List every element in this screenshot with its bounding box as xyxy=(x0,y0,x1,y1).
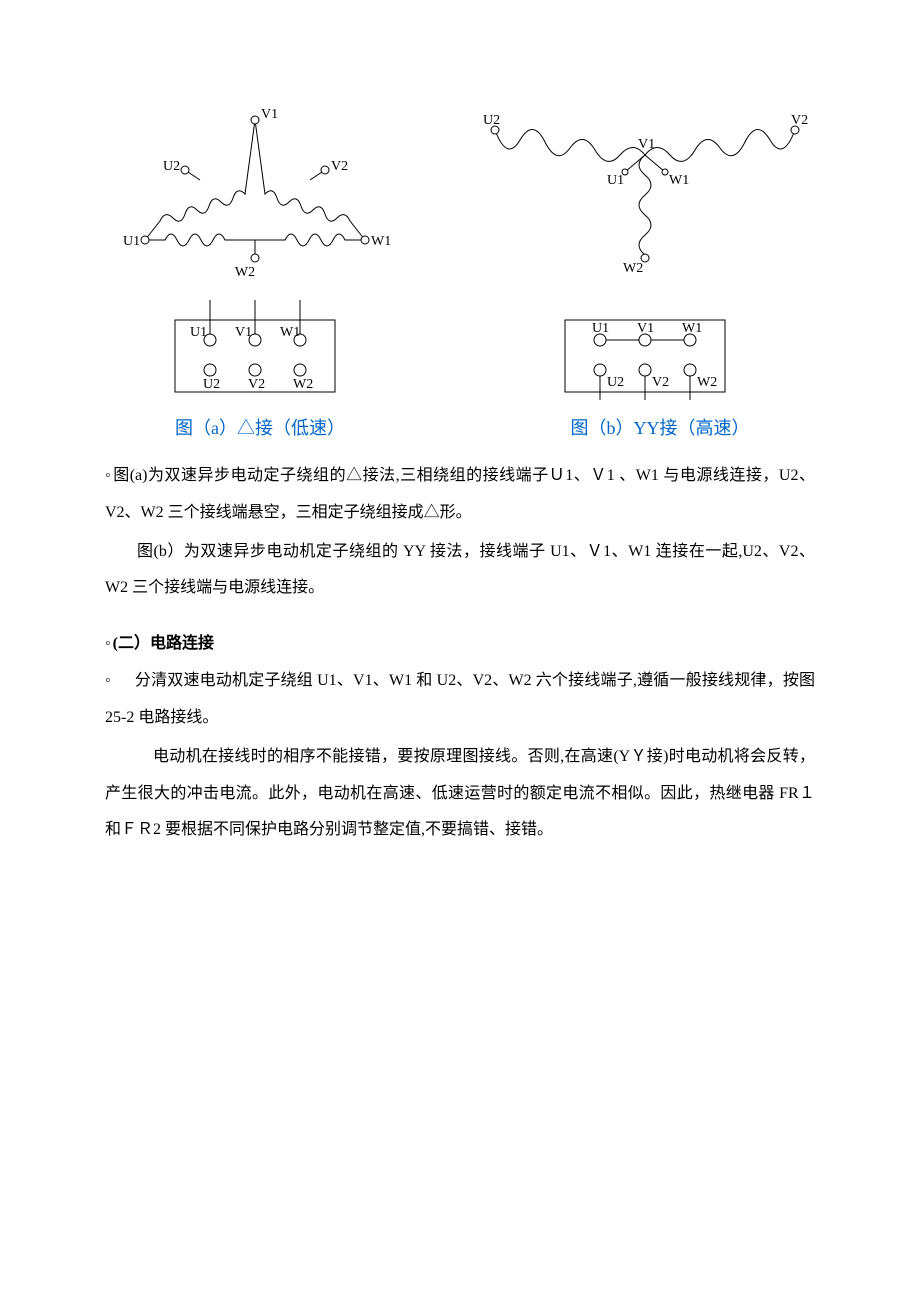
caption-a: 图（a）△接（低速） xyxy=(105,414,415,440)
paragraph-3: 分清双速电动机定子绕组 U1、V1、W1 和 U2、V2、W2 六个接线端子,遵… xyxy=(105,663,815,737)
svg-text:V1: V1 xyxy=(637,321,654,336)
section-heading: (二）电路连接 xyxy=(105,629,815,653)
label-u1: U1 xyxy=(123,234,140,249)
svg-text:W1: W1 xyxy=(280,325,300,340)
diagram-a-terminal-box: U1 V1 W1 U2 V2 W2 xyxy=(155,300,355,400)
svg-text:U2: U2 xyxy=(203,377,220,392)
label-u1-b: U1 xyxy=(607,173,624,188)
caption-b: 图（b）YY接（高速） xyxy=(415,414,815,440)
caption-row: 图（a）△接（低速） 图（b）YY接（高速） xyxy=(105,414,815,440)
svg-text:V2: V2 xyxy=(652,375,669,390)
label-w1-b: W1 xyxy=(669,173,689,188)
diagram-row: V1 U2 V2 U1 W1 W2 U1 V1 W1 xyxy=(105,100,815,400)
diagram-a: V1 U2 V2 U1 W1 W2 U1 V1 W1 xyxy=(105,100,405,400)
paragraph-1: 图(a)为双速异步电动定子绕组的△接法,三相绕组的接线端子Ｕ1、Ｖ1 、W1 与… xyxy=(105,458,815,532)
diagram-b-terminal-box: U1 V1 W1 U2 V2 W2 xyxy=(545,300,745,400)
label-v1-b: V1 xyxy=(638,137,655,152)
svg-text:U1: U1 xyxy=(190,325,207,340)
svg-text:V2: V2 xyxy=(248,377,265,392)
label-w1: W1 xyxy=(371,234,391,249)
page: V1 U2 V2 U1 W1 W2 U1 V1 W1 xyxy=(0,0,920,911)
svg-text:W2: W2 xyxy=(697,375,717,390)
svg-text:U2: U2 xyxy=(607,375,624,390)
label-w2-b: W2 xyxy=(623,261,643,276)
paragraph-4: 电动机在接线时的相序不能接错，要按原理图接线。否则,在高速(YＹ接)时电动机将会… xyxy=(105,739,815,849)
diagram-a-winding: V1 U2 V2 U1 W1 W2 xyxy=(105,100,405,300)
svg-text:W1: W1 xyxy=(682,321,702,336)
label-v2-b: V2 xyxy=(791,113,808,128)
label-w2: W2 xyxy=(235,265,255,280)
paragraph-2: 图(b）为双速异步电动机定子绕组的 YY 接法，接线端子 U1、Ｖ1、W1 连接… xyxy=(105,534,815,608)
svg-text:W2: W2 xyxy=(293,377,313,392)
label-v1: V1 xyxy=(261,107,278,122)
label-v2: V2 xyxy=(331,159,348,174)
diagram-b: U2 V2 V1 U1 W1 W2 U1 V1 W1 xyxy=(475,100,815,400)
label-u2: U2 xyxy=(163,159,180,174)
svg-text:V1: V1 xyxy=(235,325,252,340)
label-u2-b: U2 xyxy=(483,113,500,128)
diagram-b-winding: U2 V2 V1 U1 W1 W2 xyxy=(475,100,815,300)
svg-text:U1: U1 xyxy=(592,321,609,336)
